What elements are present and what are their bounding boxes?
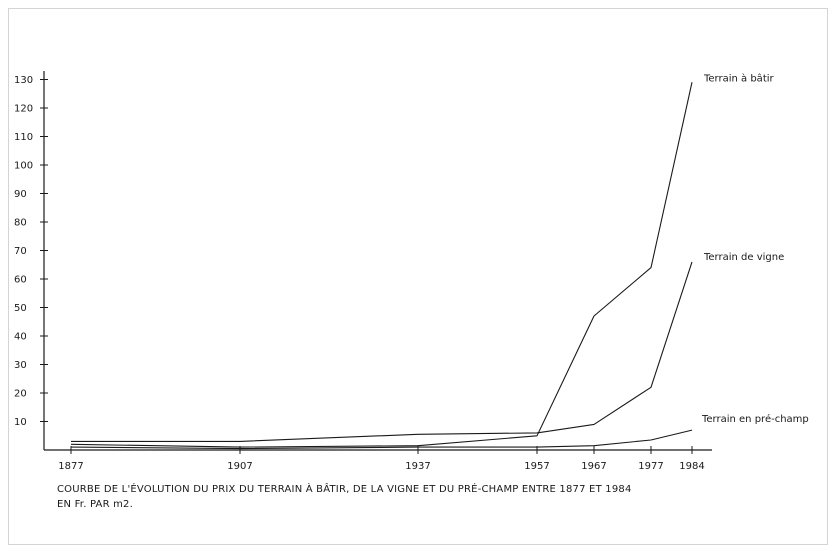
series-line-2: [71, 261, 693, 442]
y-tick-label: 130: [14, 75, 33, 86]
y-tick-label: 50: [14, 303, 27, 314]
x-tick-label: 1967: [581, 461, 606, 472]
x-tick-label: 1984: [679, 461, 704, 472]
y-tick-label: 70: [14, 246, 27, 257]
y-tick-label: 100: [14, 161, 33, 172]
caption-line-2: EN Fr. PAR m2.: [57, 499, 133, 510]
x-tick-label: 1907: [227, 461, 252, 472]
x-tick-label: 1937: [405, 461, 430, 472]
y-tick-label: 80: [14, 218, 27, 229]
x-tick-label: 1977: [638, 461, 663, 472]
series-line-3: [70, 429, 693, 450]
y-tick-label: 40: [14, 332, 27, 343]
chart-caption: COURBE DE L'ÉVOLUTION DU PRIX DU TERRAIN…: [57, 482, 817, 512]
y-tick-label: 120: [14, 104, 33, 115]
chart-frame: [8, 8, 828, 545]
y-tick-label: 20: [14, 389, 27, 400]
axes: 10 20 30 40 50 60 70 80 90 100 110 120 130 1877 1907 19…: [14, 70, 712, 472]
series-label-1: Terrain à bâtir: [703, 72, 775, 84]
series-lines: [70, 82, 693, 450]
y-tick-label: 90: [14, 189, 27, 200]
series-labels: Terrain à bâtir Terrain de vigne Terrain e…: [701, 72, 809, 425]
series-line-1: [70, 82, 693, 448]
x-tick-label: 1877: [58, 461, 83, 472]
y-tick-label: 30: [14, 360, 27, 371]
series-label-3: Terrain en pré-champ: [701, 413, 809, 425]
y-tick-label: 10: [14, 417, 27, 428]
y-tick-label: 110: [14, 132, 33, 143]
x-tick-label: 1957: [524, 461, 549, 472]
caption-line-1: COURBE DE L'ÉVOLUTION DU PRIX DU TERRAIN…: [57, 484, 632, 495]
series-label-2: Terrain de vigne: [703, 252, 784, 263]
y-tick-label: 60: [14, 275, 27, 286]
